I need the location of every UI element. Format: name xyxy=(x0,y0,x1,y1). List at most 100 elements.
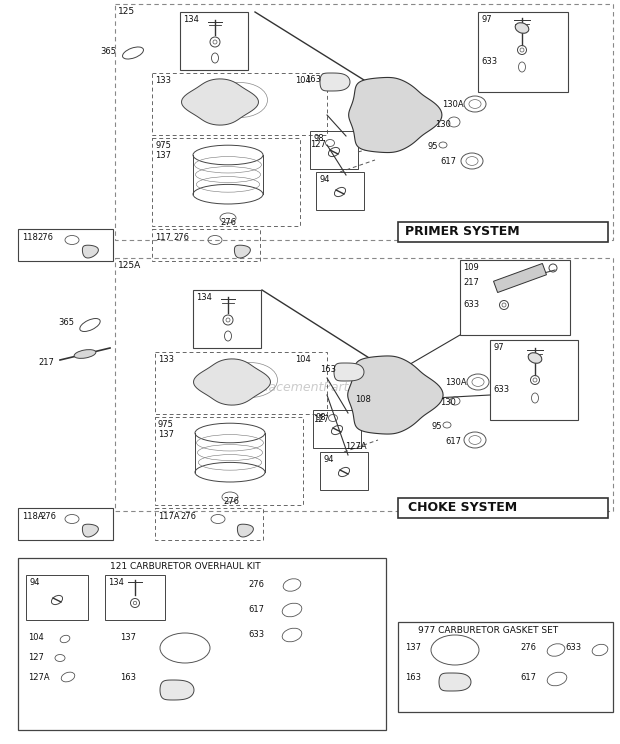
Text: 118: 118 xyxy=(22,233,38,242)
Text: 130: 130 xyxy=(435,120,451,129)
Text: 98: 98 xyxy=(313,134,324,143)
Polygon shape xyxy=(237,525,254,537)
Bar xyxy=(310,131,358,169)
Bar xyxy=(18,508,113,540)
Text: 133: 133 xyxy=(158,355,174,364)
Text: 276: 276 xyxy=(40,512,56,521)
Text: 121 CARBURETOR OVERHAUL KIT: 121 CARBURETOR OVERHAUL KIT xyxy=(110,562,260,571)
Text: 134: 134 xyxy=(108,578,124,587)
Text: 104: 104 xyxy=(295,355,311,364)
Text: 633: 633 xyxy=(493,385,509,394)
Bar xyxy=(316,172,364,210)
Polygon shape xyxy=(334,363,364,381)
Ellipse shape xyxy=(515,23,529,33)
Text: 97: 97 xyxy=(481,15,492,24)
Bar xyxy=(105,575,165,620)
Bar xyxy=(152,138,300,226)
Text: eReplacementParts.com: eReplacementParts.com xyxy=(234,382,386,394)
Text: 276: 276 xyxy=(180,512,196,521)
Text: 276: 276 xyxy=(248,580,264,589)
Text: 118A: 118A xyxy=(22,512,43,521)
Text: 125A: 125A xyxy=(118,261,141,270)
Text: 108: 108 xyxy=(355,395,371,404)
Text: 95: 95 xyxy=(428,142,438,151)
Text: 137: 137 xyxy=(405,643,421,652)
Text: PRIMER SYSTEM: PRIMER SYSTEM xyxy=(405,225,520,238)
Bar xyxy=(155,352,327,414)
Text: 163: 163 xyxy=(120,673,136,682)
Bar xyxy=(398,622,613,712)
Text: 163: 163 xyxy=(405,673,421,682)
Text: 137: 137 xyxy=(155,151,171,160)
Text: 134: 134 xyxy=(196,293,212,302)
Text: 617: 617 xyxy=(440,157,456,166)
Text: 137: 137 xyxy=(158,430,174,439)
Text: 117: 117 xyxy=(155,233,171,242)
Text: 977 CARBURETOR GASKET SET: 977 CARBURETOR GASKET SET xyxy=(418,626,558,635)
Polygon shape xyxy=(82,246,99,258)
Text: 127: 127 xyxy=(310,140,326,149)
Text: 633: 633 xyxy=(481,57,497,66)
Text: 276: 276 xyxy=(223,497,239,506)
Text: 163: 163 xyxy=(320,365,336,374)
Text: 365: 365 xyxy=(58,318,74,327)
Text: 130A: 130A xyxy=(442,100,464,109)
Text: 104: 104 xyxy=(28,633,44,642)
Bar xyxy=(320,452,368,490)
Text: 130: 130 xyxy=(440,398,456,407)
Text: 633: 633 xyxy=(248,630,264,639)
Bar xyxy=(490,340,578,420)
Polygon shape xyxy=(348,356,443,434)
Text: 127A: 127A xyxy=(345,442,366,451)
Text: 134: 134 xyxy=(183,15,199,24)
Text: 633: 633 xyxy=(463,300,479,309)
Bar xyxy=(398,498,608,518)
Text: CHOKE SYSTEM: CHOKE SYSTEM xyxy=(408,501,517,514)
Bar xyxy=(155,508,263,540)
Bar xyxy=(478,12,568,92)
Text: 217: 217 xyxy=(463,278,479,287)
Bar xyxy=(460,260,570,335)
Bar xyxy=(180,12,248,70)
Text: 137: 137 xyxy=(120,633,136,642)
Polygon shape xyxy=(160,680,194,700)
Polygon shape xyxy=(494,263,546,292)
Bar xyxy=(18,558,386,730)
Bar xyxy=(152,229,260,261)
Ellipse shape xyxy=(74,350,96,359)
Text: 617: 617 xyxy=(445,437,461,446)
Text: 94: 94 xyxy=(319,175,329,184)
Text: 276: 276 xyxy=(520,643,536,652)
Bar xyxy=(26,575,88,620)
Text: 975: 975 xyxy=(155,141,171,150)
Text: 276: 276 xyxy=(37,233,53,242)
Bar xyxy=(115,4,613,240)
Bar xyxy=(115,258,613,511)
Polygon shape xyxy=(234,246,250,258)
Polygon shape xyxy=(439,673,471,691)
Text: 125: 125 xyxy=(118,7,135,16)
Text: 365: 365 xyxy=(100,47,116,56)
Text: 276: 276 xyxy=(220,218,236,227)
Bar xyxy=(193,290,261,348)
Bar xyxy=(313,410,361,448)
Text: 217: 217 xyxy=(38,358,54,367)
Text: 127A: 127A xyxy=(28,673,50,682)
Polygon shape xyxy=(320,73,350,91)
Text: 94: 94 xyxy=(29,578,40,587)
Text: 95: 95 xyxy=(432,422,443,431)
Polygon shape xyxy=(348,77,442,153)
Text: 98: 98 xyxy=(316,413,327,422)
Bar xyxy=(152,73,327,135)
Ellipse shape xyxy=(528,353,542,363)
Text: 109: 109 xyxy=(463,263,479,272)
Bar xyxy=(398,222,608,242)
Text: 133: 133 xyxy=(155,76,171,85)
Text: 617: 617 xyxy=(248,605,264,614)
Polygon shape xyxy=(182,79,259,125)
Text: 104: 104 xyxy=(295,76,311,85)
Text: 276: 276 xyxy=(173,233,189,242)
Text: 163: 163 xyxy=(305,75,321,84)
Text: 975: 975 xyxy=(158,420,174,429)
Text: 117A: 117A xyxy=(158,512,180,521)
